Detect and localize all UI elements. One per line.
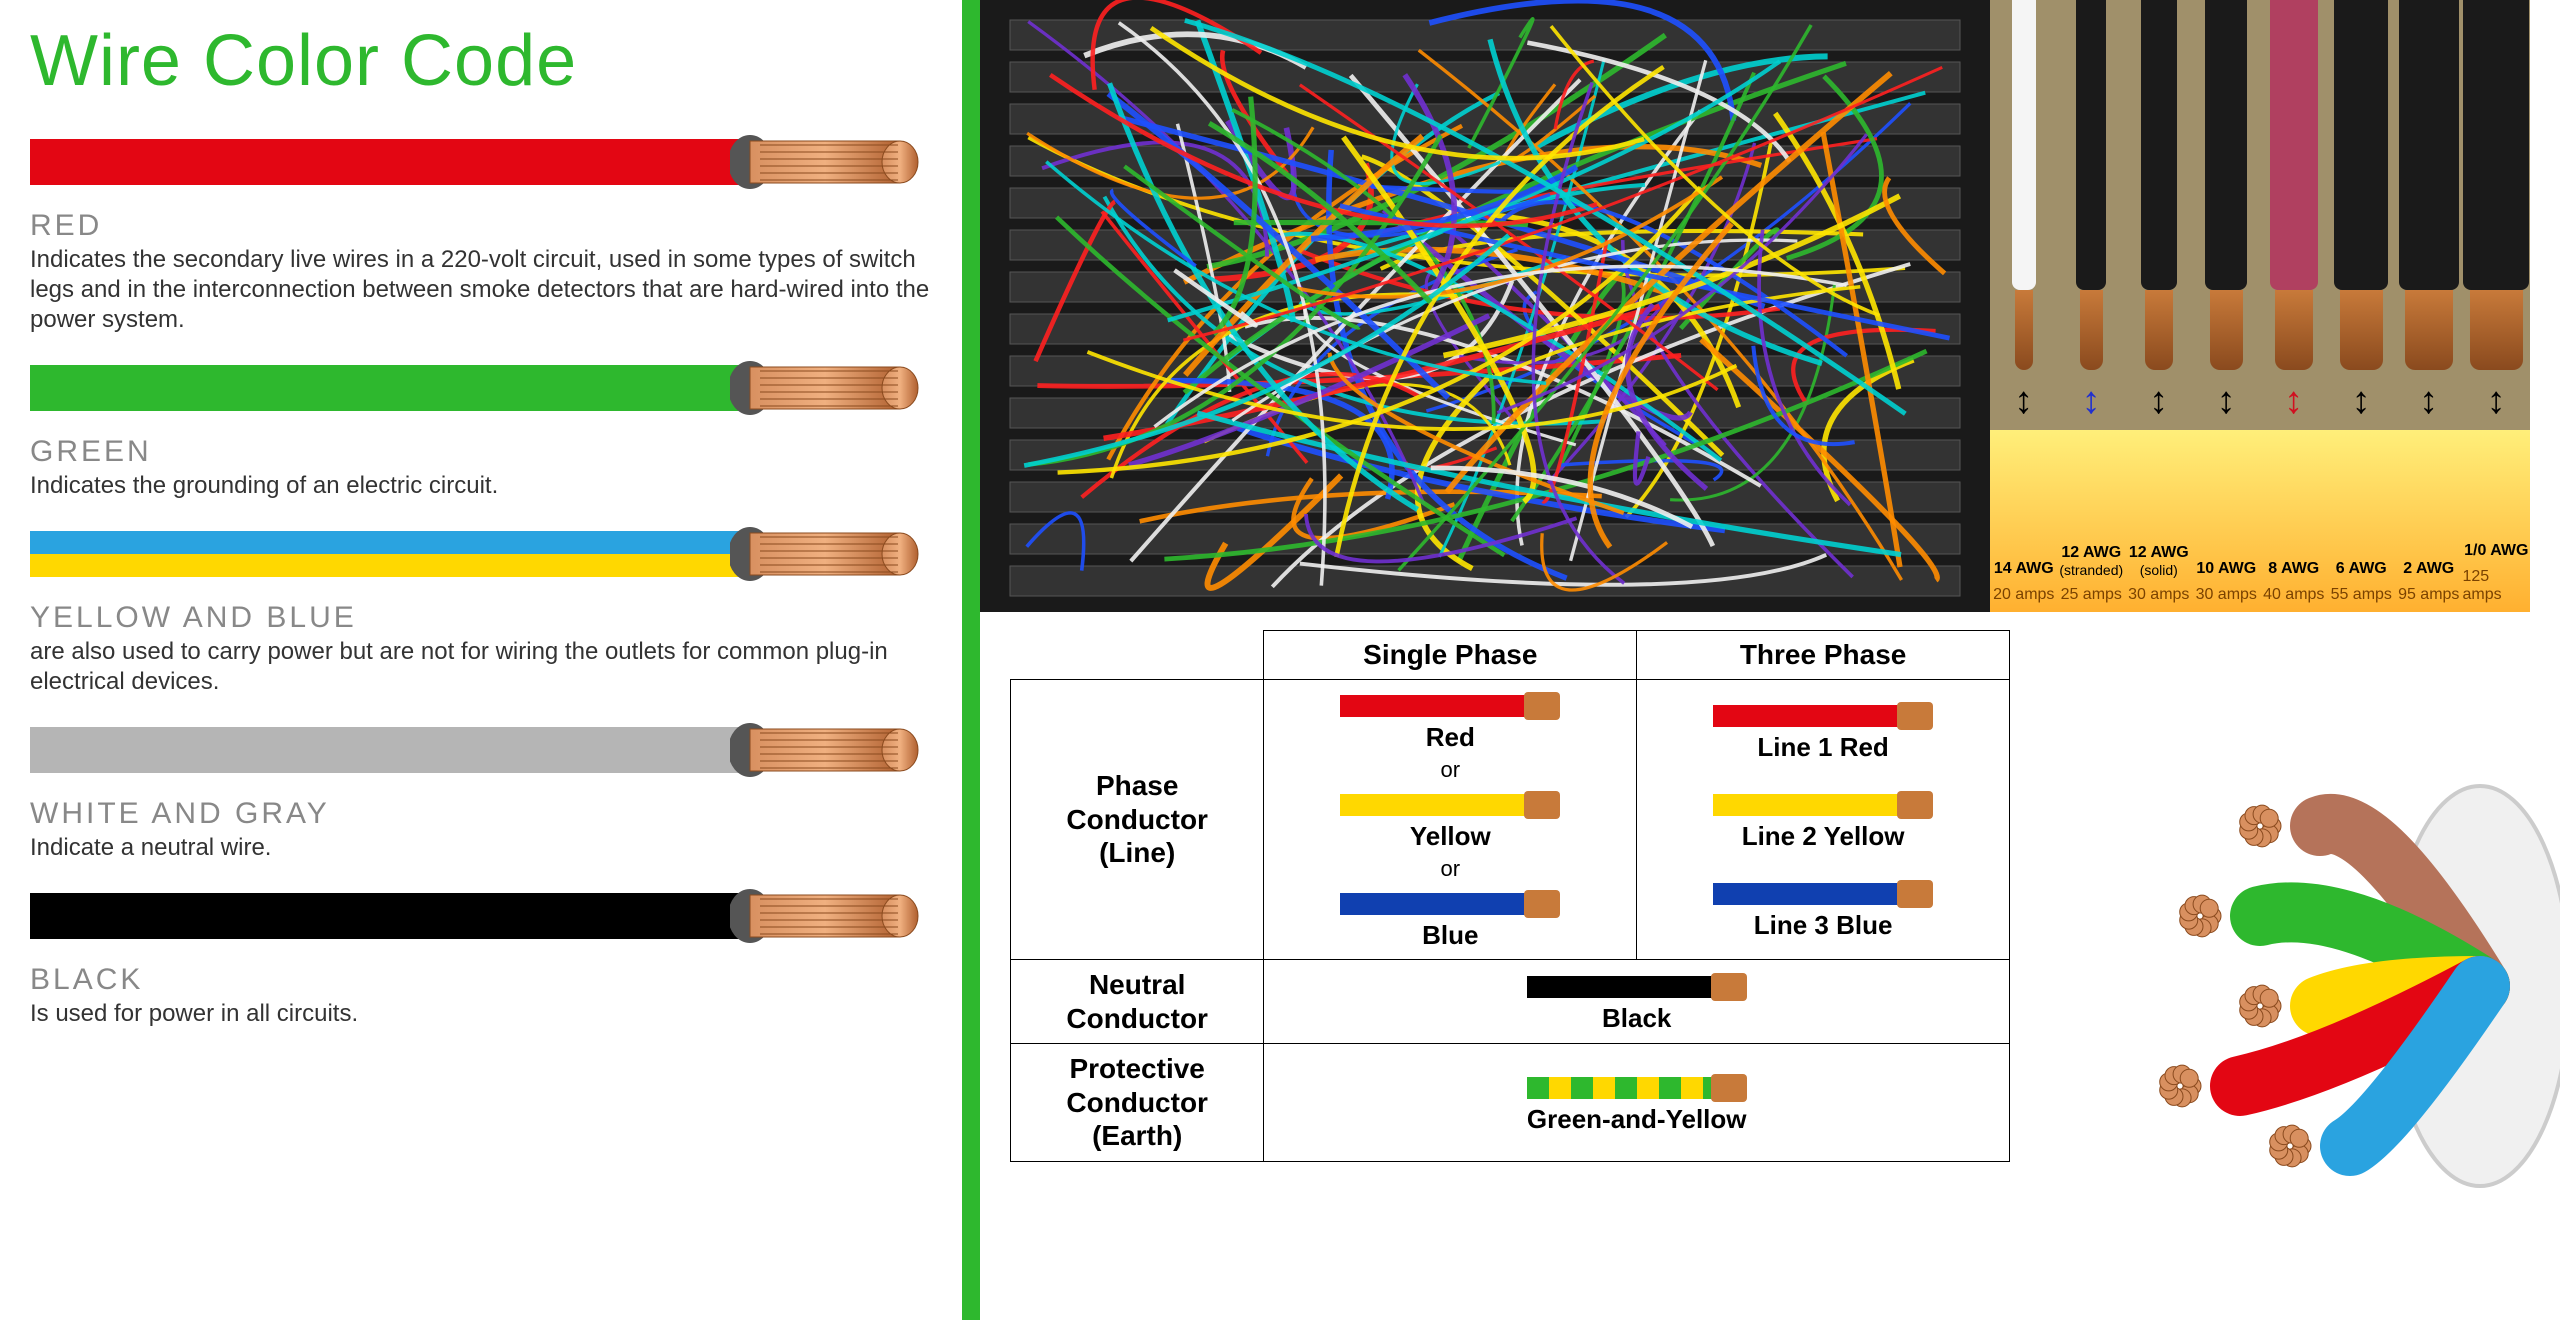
awg-spec-6: ↕2 AWG95 amps [2395,430,2463,612]
awg-spec-7: ↕1/0 AWG125 amps [2463,430,2531,612]
wire-heading: YELLOW AND BLUE [30,601,932,635]
awg-spec-5: ↕6 AWG55 amps [2328,430,2396,612]
wire-description: Is used for power in all circuits. [30,999,932,1029]
awg-wire-1 [2058,0,2126,430]
awg-spec-4: ↕8 AWG40 amps [2260,430,2328,612]
awg-spec-2: ↕12 AWG(solid)30 amps [2125,430,2193,612]
table-header: Three Phase [1637,631,2010,680]
wire-entry-white-and-gray: WHITE AND GRAYIndicate a neutral wire. [30,715,932,863]
wire-heading: RED [30,209,932,243]
table-row: PhaseConductor(Line)RedorYelloworBlueLin… [1011,680,2010,960]
phase-table-panel: Single PhaseThree PhasePhaseConductor(Li… [980,612,2040,1320]
awg-wire-3 [2193,0,2261,430]
top-row: ↕14 AWG20 amps↕12 AWG(stranded)25 amps↕1… [980,0,2560,612]
awg-wire-6 [2395,0,2463,430]
server-rack-photo [980,0,1990,612]
wire-description: Indicates the secondary live wires in a … [30,245,932,335]
awg-wire-4 [2260,0,2328,430]
awg-wire-5 [2328,0,2396,430]
table-header [1011,631,1264,680]
table-row: NeutralConductorBlack [1011,960,2010,1044]
table-row: ProtectiveConductor(Earth)Green-and-Yell… [1011,1044,2010,1162]
awg-wire-2 [2125,0,2193,430]
awg-wire-7 [2463,0,2531,430]
wire-entry-green: GREENIndicates the grounding of an elect… [30,353,932,501]
wire-entry-red: REDIndicates the secondary live wires in… [30,127,932,335]
awg-wire-0 [1990,0,2058,430]
wire-description: Indicates the grounding of an electric c… [30,471,932,501]
wire-entry-black: BLACKIs used for power in all circuits. [30,881,932,1029]
phase-table: Single PhaseThree PhasePhaseConductor(Li… [1010,630,2010,1162]
bottom-row: Single PhaseThree PhasePhaseConductor(Li… [980,612,2560,1320]
wire-description: are also used to carry power but are not… [30,637,932,697]
page-title: Wire Color Code [30,20,932,102]
table-header: Single Phase [1264,631,1637,680]
awg-wire-chart: ↕14 AWG20 amps↕12 AWG(stranded)25 amps↕1… [1990,0,2530,612]
wire-heading: GREEN [30,435,932,469]
wire-heading: BLACK [30,963,932,997]
wire-heading: WHITE AND GRAY [30,797,932,831]
wire-color-code-panel: Wire Color Code REDIndicates the seconda… [0,0,980,1320]
cable-bundle-photo [2040,612,2560,1320]
awg-spec-3: ↕10 AWG30 amps [2193,430,2261,612]
wire-description: Indicate a neutral wire. [30,833,932,863]
awg-spec-0: ↕14 AWG20 amps [1990,430,2058,612]
awg-spec-1: ↕12 AWG(stranded)25 amps [2058,430,2126,612]
right-panel: ↕14 AWG20 amps↕12 AWG(stranded)25 amps↕1… [980,0,2560,1320]
wire-entry-yellow-and-blue: YELLOW AND BLUEare also used to carry po… [30,519,932,697]
